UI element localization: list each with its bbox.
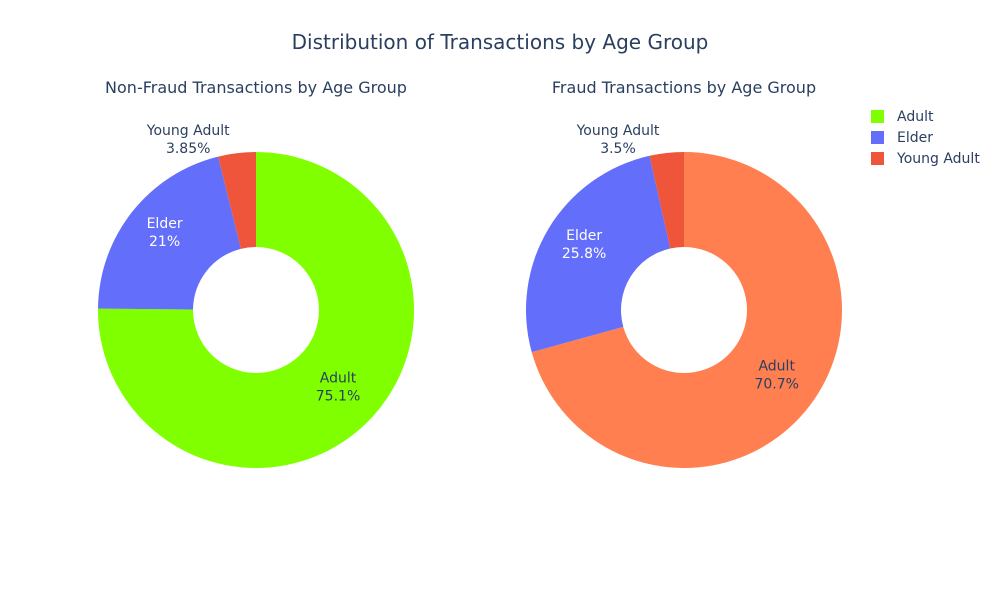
slice-non-fraud-elder[interactable] bbox=[98, 156, 241, 310]
slice-label-category-fraud-elder: Elder bbox=[566, 228, 602, 244]
slice-label-category-fraud-young-adult: Young Adult bbox=[576, 123, 660, 139]
slice-label-category-non-fraud-elder: Elder bbox=[147, 216, 183, 232]
legend: Adult Elder Young Adult bbox=[871, 106, 980, 169]
legend-label-elder: Elder bbox=[897, 129, 933, 146]
slice-non-fraud-young-adult[interactable] bbox=[218, 152, 256, 249]
legend-label-young-adult: Young Adult bbox=[897, 150, 980, 167]
subplot-title-non-fraud: Non-Fraud Transactions by Age Group bbox=[105, 78, 407, 97]
slice-label-value-non-fraud-adult: 75.1% bbox=[316, 389, 360, 405]
slice-label-value-fraud-elder: 25.8% bbox=[562, 246, 606, 262]
slice-label-category-fraud-adult: Adult bbox=[758, 359, 795, 375]
slice-label-value-non-fraud-elder: 21% bbox=[149, 234, 180, 250]
legend-item-young-adult[interactable]: Young Adult bbox=[871, 148, 980, 169]
legend-label-adult: Adult bbox=[897, 108, 934, 125]
subplot-title-fraud: Fraud Transactions by Age Group bbox=[551, 78, 817, 97]
slice-label-value-non-fraud-young-adult: 3.85% bbox=[166, 141, 210, 157]
slice-label-value-fraud-young-adult: 3.5% bbox=[600, 141, 636, 157]
legend-item-elder[interactable]: Elder bbox=[871, 127, 980, 148]
slice-label-category-non-fraud-young-adult: Young Adult bbox=[146, 123, 230, 139]
slice-non-fraud-adult[interactable] bbox=[98, 152, 415, 468]
legend-swatch-young-adult bbox=[871, 152, 884, 165]
slice-fraud-adult[interactable] bbox=[531, 152, 842, 468]
legend-swatch-elder bbox=[871, 131, 884, 144]
legend-item-adult[interactable]: Adult bbox=[871, 106, 980, 127]
slice-label-category-non-fraud-adult: Adult bbox=[320, 371, 357, 387]
legend-swatch-adult bbox=[871, 110, 884, 123]
slice-fraud-young-adult[interactable] bbox=[649, 152, 684, 249]
slice-label-value-fraud-adult: 70.7% bbox=[754, 377, 798, 393]
slice-fraud-elder[interactable] bbox=[526, 155, 671, 353]
chart-title: Distribution of Transactions by Age Grou… bbox=[291, 30, 709, 54]
